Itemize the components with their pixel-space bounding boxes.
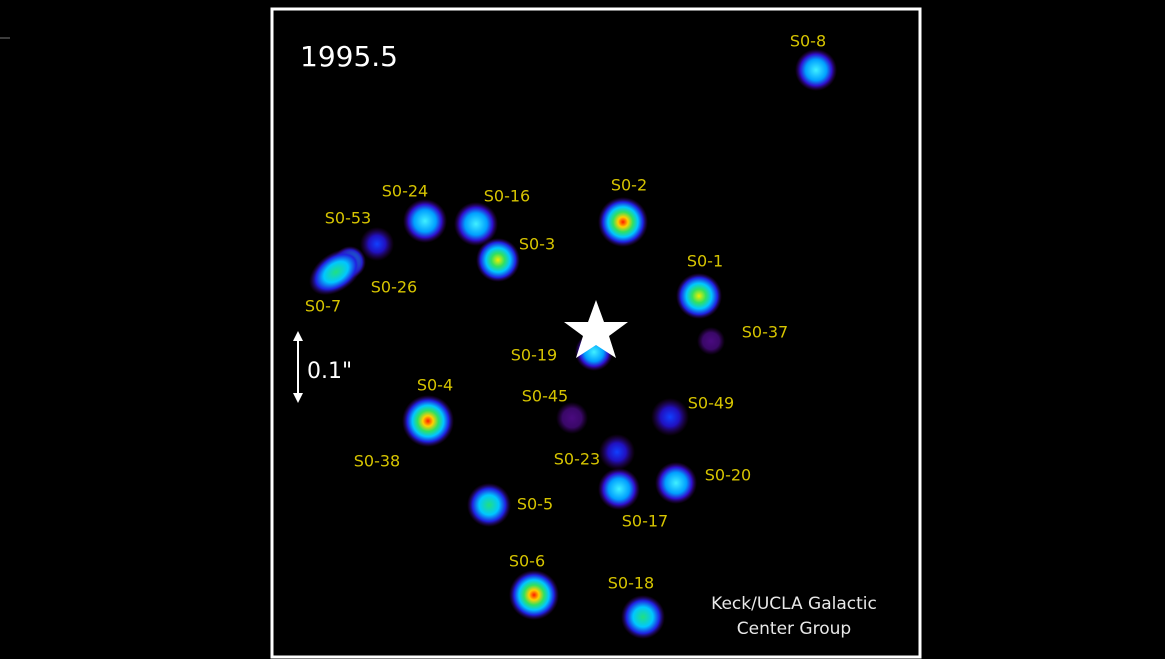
star-label: S0-17 [622, 512, 668, 531]
star-blob [651, 398, 689, 436]
star-blob [402, 395, 454, 447]
star-blob [556, 402, 588, 434]
star-blob [360, 227, 394, 261]
star-blob [454, 202, 498, 246]
star-label: S0-6 [509, 552, 545, 571]
credit-line: Center Group [737, 619, 851, 639]
star-blob [676, 273, 722, 319]
star-blob [598, 468, 640, 510]
star-blob [655, 462, 697, 504]
star-label: S0-3 [519, 235, 555, 254]
star-blob [697, 327, 725, 355]
arrow-head [293, 331, 303, 341]
star-label: S0-2 [611, 176, 647, 195]
star-blob [621, 595, 665, 639]
star-label: S0-53 [325, 209, 371, 228]
star-label: S0-1 [687, 252, 723, 271]
star-blob [509, 570, 559, 620]
scale-bar: 0.1" [293, 331, 352, 403]
star-label: S0-24 [382, 182, 428, 201]
star-label: S0-18 [608, 574, 654, 593]
star-label: S0-8 [790, 32, 826, 51]
star-blob [599, 434, 635, 470]
star-label: S0-16 [484, 187, 530, 206]
star-blob [467, 483, 511, 527]
star-label: S0-7 [305, 297, 341, 316]
star-label: S0-38 [354, 452, 400, 471]
star-label: S0-19 [511, 346, 557, 365]
star-blob [403, 199, 447, 243]
star-label: S0-20 [705, 466, 751, 485]
star-label: S0-5 [517, 495, 553, 514]
star-label: S0-45 [522, 387, 568, 406]
star-label: S0-4 [417, 376, 453, 395]
star-blob [476, 238, 520, 282]
star-blob [598, 197, 648, 247]
star-blob [309, 248, 363, 296]
star-label: S0-49 [688, 394, 734, 413]
epoch: 1995.5 [300, 40, 398, 73]
sgr-a-star [564, 300, 628, 358]
credit-line: Keck/UCLA Galactic [711, 594, 877, 614]
scale-label: 0.1" [307, 359, 352, 384]
arrow-head [293, 393, 303, 403]
star-label: S0-37 [742, 323, 788, 342]
star-blob [795, 49, 837, 91]
star-label: S0-26 [371, 278, 417, 297]
star-label: S0-23 [554, 450, 600, 469]
